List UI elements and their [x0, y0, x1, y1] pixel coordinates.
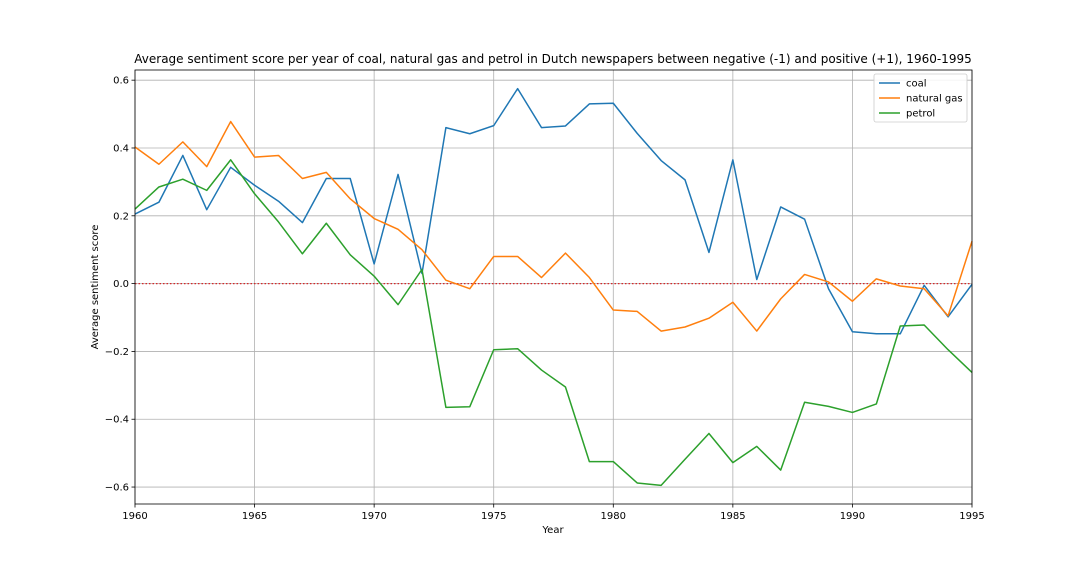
x-axis-ticks: 1960 1965 1970 1975 1980 1985 1990 1995 [122, 504, 985, 522]
legend-label: petrol [906, 109, 935, 120]
legend-label: natural gas [906, 94, 963, 105]
x-tick-label: 1980 [601, 511, 626, 522]
plot-frame [134, 69, 973, 505]
x-axis-label: Year [541, 525, 564, 536]
legend-box [873, 73, 968, 123]
y-tick-label: 0.6 [113, 76, 129, 87]
y-tick-label: 0.0 [113, 279, 129, 290]
chart-title: Average sentiment score per year of coal… [134, 52, 971, 66]
x-tick-label: 1975 [481, 511, 506, 522]
series-line-coal [134, 87, 973, 335]
y-tick-label: −0.6 [105, 483, 129, 494]
series-line-petrol [134, 159, 973, 487]
series-group [134, 87, 973, 487]
y-tick-label: 0.2 [113, 211, 129, 222]
y-tick-label: 0.4 [113, 143, 129, 154]
y-axis-label: Average sentiment score [90, 225, 101, 350]
legend: coal natural gas petrol [873, 73, 968, 123]
y-axis-ticks: −0.6 −0.4 −0.2 0.0 0.2 0.4 0.6 [105, 76, 135, 494]
legend-label: coal [906, 79, 927, 90]
y-tick-label: −0.4 [105, 415, 129, 426]
x-tick-label: 1995 [959, 511, 984, 522]
series-line-natural-gas [134, 120, 973, 332]
x-tick-label: 1970 [361, 511, 386, 522]
x-tick-label: 1965 [242, 511, 267, 522]
x-tick-label: 1990 [840, 511, 865, 522]
y-tick-label: −0.2 [105, 347, 129, 358]
x-tick-label: 1985 [720, 511, 745, 522]
grid [134, 70, 973, 504]
x-tick-label: 1960 [122, 511, 147, 522]
